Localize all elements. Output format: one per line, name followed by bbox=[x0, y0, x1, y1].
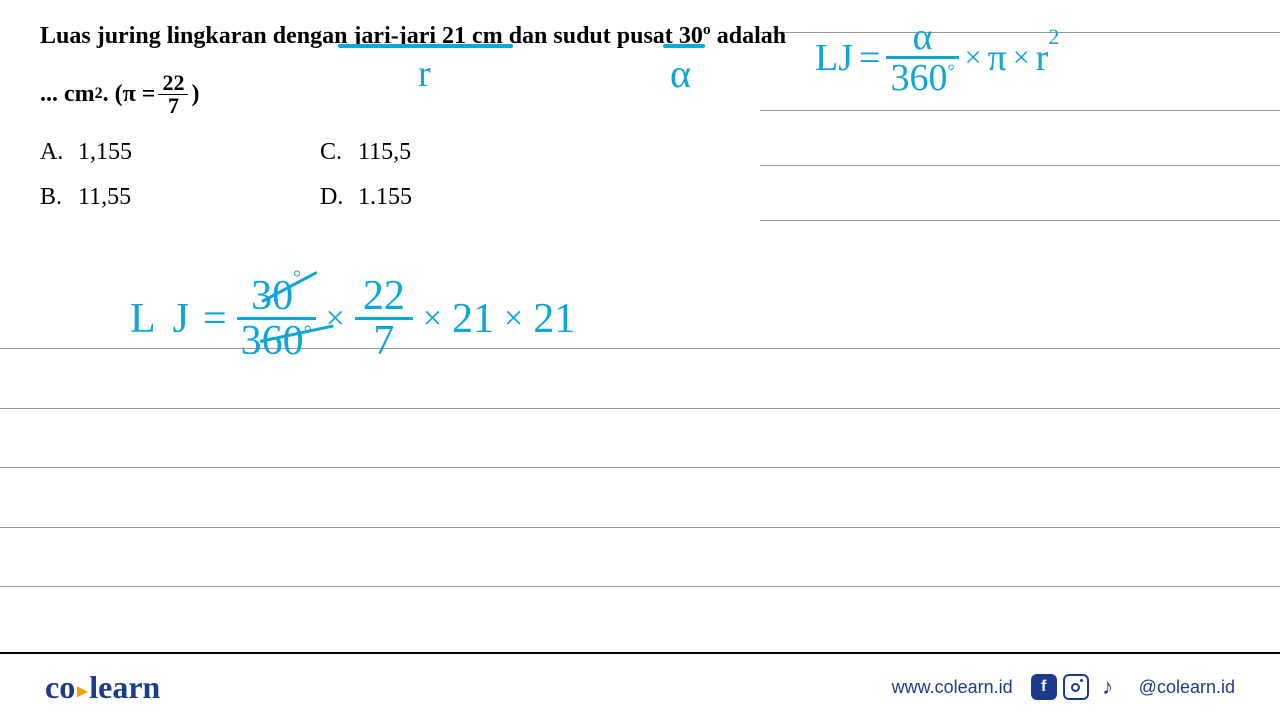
answer-a-letter: A. bbox=[40, 139, 72, 166]
hw-calc-21a: 21 bbox=[452, 295, 494, 343]
answer-b-letter: B. bbox=[40, 184, 72, 211]
hw-calculation: L J = 30° 360° × 22 7 × 21 × 21 bbox=[130, 275, 575, 362]
question-content: Luas juring lingkaran dengan jari-jari 2… bbox=[0, 0, 1280, 229]
hw-calc-mult2: × bbox=[423, 300, 442, 338]
answer-d-letter: D. bbox=[320, 184, 352, 211]
hw-calc-360: 360 bbox=[241, 318, 304, 364]
underline-radius bbox=[338, 44, 513, 48]
hw-mult2: × bbox=[1013, 41, 1030, 75]
answer-c-letter: C. bbox=[320, 139, 352, 166]
answer-c: C. 115,5 bbox=[320, 139, 600, 166]
pi-fraction: 22 7 bbox=[158, 72, 188, 117]
logo-co: co bbox=[45, 669, 75, 705]
q-line2-pi: . (π = bbox=[103, 81, 156, 108]
question-line1: Luas juring lingkaran dengan jari-jari 2… bbox=[40, 20, 1240, 54]
hw-eq: = bbox=[859, 36, 880, 80]
hw-calc-mult1: × bbox=[326, 300, 345, 338]
instagram-icon bbox=[1063, 674, 1089, 700]
ruled-line bbox=[0, 467, 1280, 468]
hw-mult1: × bbox=[965, 41, 982, 75]
logo: co▸learn bbox=[45, 669, 160, 706]
hw-pi: π bbox=[988, 36, 1007, 80]
facebook-icon: f bbox=[1031, 674, 1057, 700]
hw-alpha-label: α bbox=[670, 50, 691, 97]
pi-denominator: 7 bbox=[164, 95, 183, 117]
logo-dot-icon: ▸ bbox=[77, 680, 87, 702]
hw-calc-eq: = bbox=[203, 295, 227, 343]
footer-url: www.colearn.id bbox=[892, 677, 1013, 698]
footer-right: www.colearn.id f ♪ @colearn.id bbox=[892, 674, 1235, 700]
answer-b-value: 11,55 bbox=[78, 184, 131, 210]
q-mid: dan sudut pusat bbox=[503, 23, 679, 49]
answer-col-left: A. 1,155 B. 11,55 bbox=[40, 139, 320, 229]
hw-r-sq: 2 bbox=[1048, 24, 1059, 49]
answer-col-right: C. 115,5 D. 1.155 bbox=[320, 139, 600, 229]
hw-calc-7: 7 bbox=[365, 320, 402, 362]
logo-learn: learn bbox=[89, 669, 160, 705]
ruled-line bbox=[0, 408, 1280, 409]
answer-c-value: 115,5 bbox=[358, 139, 411, 165]
social-handle: @colearn.id bbox=[1139, 677, 1235, 698]
hw-frac-30-360: 30° 360° bbox=[237, 275, 316, 362]
hw-alpha: α bbox=[905, 18, 941, 56]
hw-calc-22: 22 bbox=[355, 275, 413, 317]
ruled-line bbox=[0, 586, 1280, 587]
hw-frac-alpha360: α 360° bbox=[886, 18, 958, 97]
answer-d: D. 1.155 bbox=[320, 184, 600, 211]
hw-calc-21b: 21 bbox=[533, 295, 575, 343]
hw-calc-mult3: × bbox=[504, 300, 523, 338]
answer-a: A. 1,155 bbox=[40, 139, 320, 166]
hw-lj: LJ bbox=[815, 36, 853, 80]
hw-r-label: r bbox=[418, 52, 431, 96]
q-suffix: adalah bbox=[711, 23, 786, 49]
answer-b: B. 11,55 bbox=[40, 184, 320, 211]
hw-360: 360 bbox=[890, 57, 947, 99]
hw-calc-lj: L J bbox=[130, 295, 193, 343]
social-icons: f ♪ bbox=[1031, 674, 1121, 700]
pi-numerator: 22 bbox=[158, 72, 188, 95]
hw-formula: LJ = α 360° × π × r2 bbox=[815, 18, 1059, 97]
underline-angle bbox=[663, 44, 705, 48]
answer-a-value: 1,155 bbox=[78, 139, 132, 165]
q-line2-close: ) bbox=[191, 81, 199, 108]
footer: co▸learn www.colearn.id f ♪ @colearn.id bbox=[0, 652, 1280, 720]
ruled-line bbox=[0, 527, 1280, 528]
hw-deg-sym: ° bbox=[947, 60, 954, 80]
hw-r: r bbox=[1036, 37, 1049, 79]
tiktok-icon: ♪ bbox=[1095, 674, 1121, 700]
q-line2-prefix: ... cm bbox=[40, 81, 95, 108]
hw-frac-22-7: 22 7 bbox=[355, 275, 413, 362]
answers-block: A. 1,155 B. 11,55 C. 115,5 D. 1.155 bbox=[40, 139, 1240, 229]
answer-d-value: 1.155 bbox=[358, 184, 412, 210]
question-line2: ... cm2. (π = 22 7 ) bbox=[40, 72, 1240, 117]
q-exp: 2 bbox=[95, 85, 103, 103]
